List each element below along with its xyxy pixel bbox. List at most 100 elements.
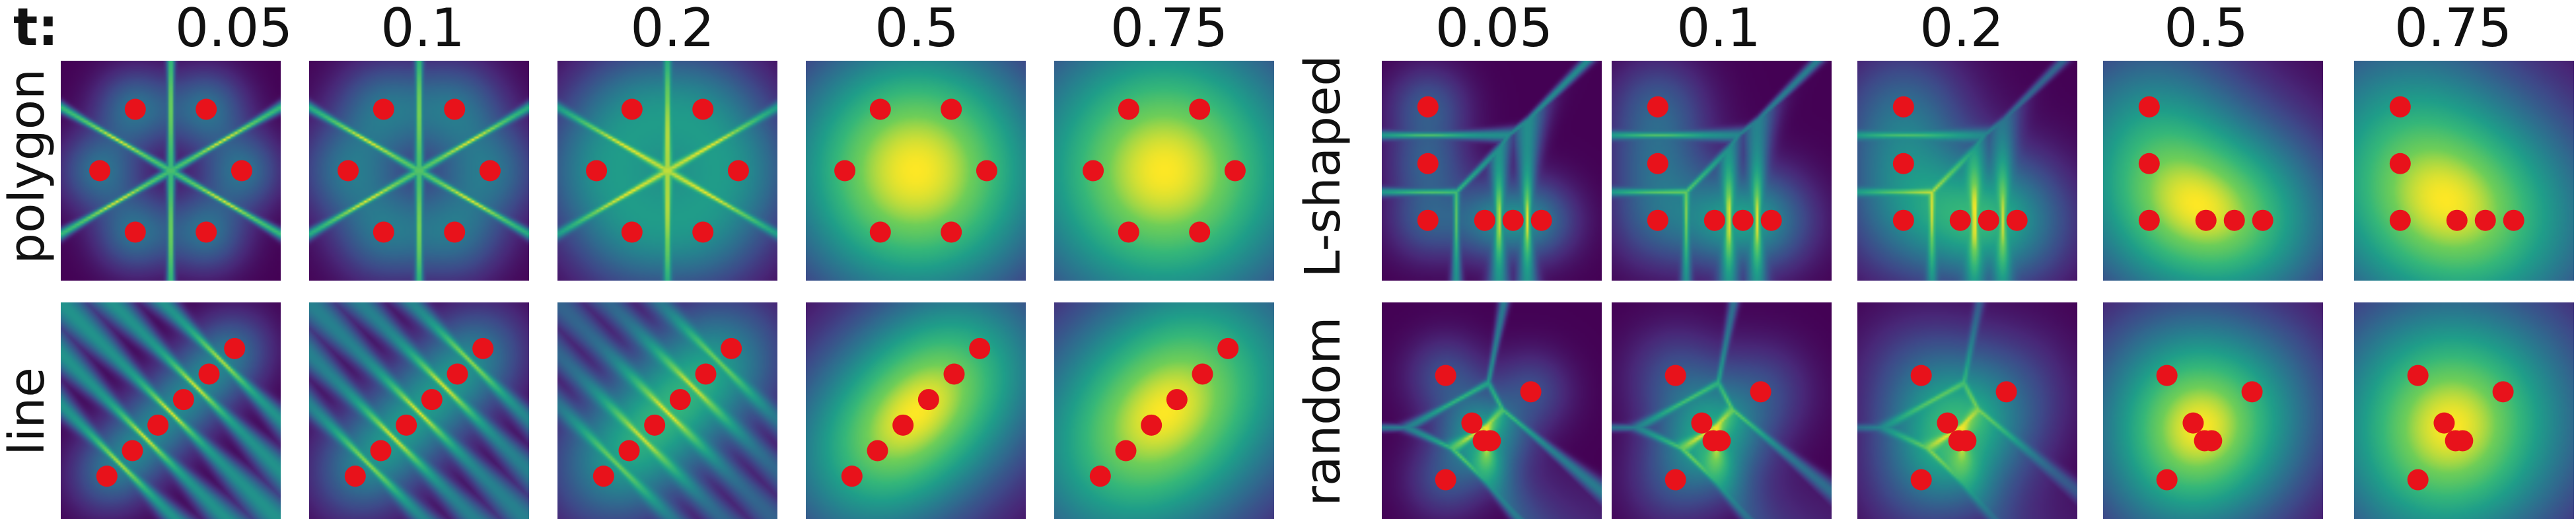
source-point <box>692 221 714 243</box>
source-point <box>1417 209 1439 231</box>
source-point <box>941 98 962 120</box>
panel-polygon-t5 <box>1054 61 1274 281</box>
source-point <box>2156 469 2178 491</box>
source-point <box>1664 469 1686 491</box>
source-point <box>1520 381 1542 403</box>
time-label-left-1: 0.05 <box>175 0 293 59</box>
source-point <box>1760 209 1782 231</box>
source-point <box>1910 469 1932 491</box>
source-point <box>1189 221 1211 243</box>
source-point <box>1089 466 1111 487</box>
panel-random-t2 <box>1612 302 1832 519</box>
source-point <box>2252 209 2273 231</box>
density-heatmap <box>61 302 281 519</box>
density-heatmap <box>2354 61 2574 281</box>
source-point <box>1709 430 1731 452</box>
source-point <box>1224 160 1246 182</box>
source-point <box>1435 364 1456 386</box>
time-prefix-label: t: <box>13 0 58 57</box>
density-heatmap <box>557 302 777 519</box>
source-point <box>727 160 749 182</box>
panel-l-shaped-t5 <box>2354 61 2574 281</box>
source-point <box>1892 209 1914 231</box>
time-label-right-2: 0.1 <box>1676 0 1760 59</box>
source-point <box>2452 430 2474 452</box>
source-point <box>196 98 217 120</box>
panel-random-t4 <box>2103 302 2323 519</box>
source-point <box>2389 96 2411 118</box>
source-point <box>479 160 501 182</box>
source-point <box>1647 153 1668 174</box>
source-point <box>1732 209 1754 231</box>
source-point <box>1647 96 1668 118</box>
source-point <box>892 414 914 436</box>
source-point <box>96 466 118 487</box>
source-point <box>721 337 742 359</box>
source-point <box>196 221 217 243</box>
source-point <box>2006 209 2028 231</box>
density-heatmap <box>806 302 1026 519</box>
density-heatmap <box>1612 302 1832 519</box>
source-point <box>1118 221 1139 243</box>
source-point <box>1978 209 1999 231</box>
source-point <box>1474 209 1495 231</box>
row-label-line: line <box>0 367 55 456</box>
density-heatmap <box>2103 302 2323 519</box>
source-point <box>2389 153 2411 174</box>
source-point <box>373 98 394 120</box>
source-point <box>1141 414 1163 436</box>
source-point <box>2138 209 2160 231</box>
source-point <box>669 389 691 411</box>
source-point <box>396 414 417 436</box>
panel-polygon-t1 <box>61 61 281 281</box>
density-heatmap <box>1054 302 1274 519</box>
source-point <box>2492 381 2514 403</box>
source-point <box>692 98 714 120</box>
time-label-left-3: 0.2 <box>630 0 714 59</box>
source-point <box>172 389 194 411</box>
source-point <box>1480 430 1501 452</box>
source-point <box>1955 430 1977 452</box>
source-point <box>2433 412 2455 434</box>
source-point <box>124 98 146 120</box>
source-point <box>224 337 246 359</box>
source-point <box>1166 389 1188 411</box>
panel-l-shaped-t3 <box>1857 61 2077 281</box>
source-point <box>1703 209 1725 231</box>
panel-line-t4 <box>806 302 1026 519</box>
panel-line-t2 <box>309 302 529 519</box>
source-point <box>841 466 863 487</box>
row-label-random: random <box>1295 316 1351 506</box>
source-point <box>869 98 891 120</box>
source-point <box>1937 412 1958 434</box>
source-point <box>122 440 143 462</box>
source-point <box>969 337 991 359</box>
source-point <box>338 160 359 182</box>
density-heatmap <box>2103 61 2323 281</box>
time-label-right-4: 0.5 <box>2164 0 2248 59</box>
source-point <box>1995 381 2017 403</box>
source-point <box>231 160 252 182</box>
labels-layer: t: 0.05 0.1 0.2 0.5 0.75 0.05 0.1 0.2 0.… <box>0 0 2512 506</box>
source-point <box>2474 209 2496 231</box>
panel-random-t1 <box>1382 302 1602 519</box>
source-point <box>2156 364 2178 386</box>
source-point <box>1691 412 1713 434</box>
source-point <box>2241 381 2263 403</box>
source-point <box>1910 364 1932 386</box>
source-point <box>2407 364 2429 386</box>
source-point <box>2138 96 2160 118</box>
source-point <box>444 221 466 243</box>
panel-polygon-t3 <box>557 61 777 281</box>
source-point <box>917 389 939 411</box>
source-point <box>147 414 169 436</box>
source-point <box>1949 209 1971 231</box>
panels-layer <box>61 61 2574 519</box>
source-point <box>421 389 443 411</box>
source-point <box>1118 98 1139 120</box>
source-point <box>1192 363 1213 385</box>
row-label-l-shaped: L-shaped <box>1295 55 1351 278</box>
source-point <box>124 221 146 243</box>
time-label-left-4: 0.5 <box>875 0 958 59</box>
